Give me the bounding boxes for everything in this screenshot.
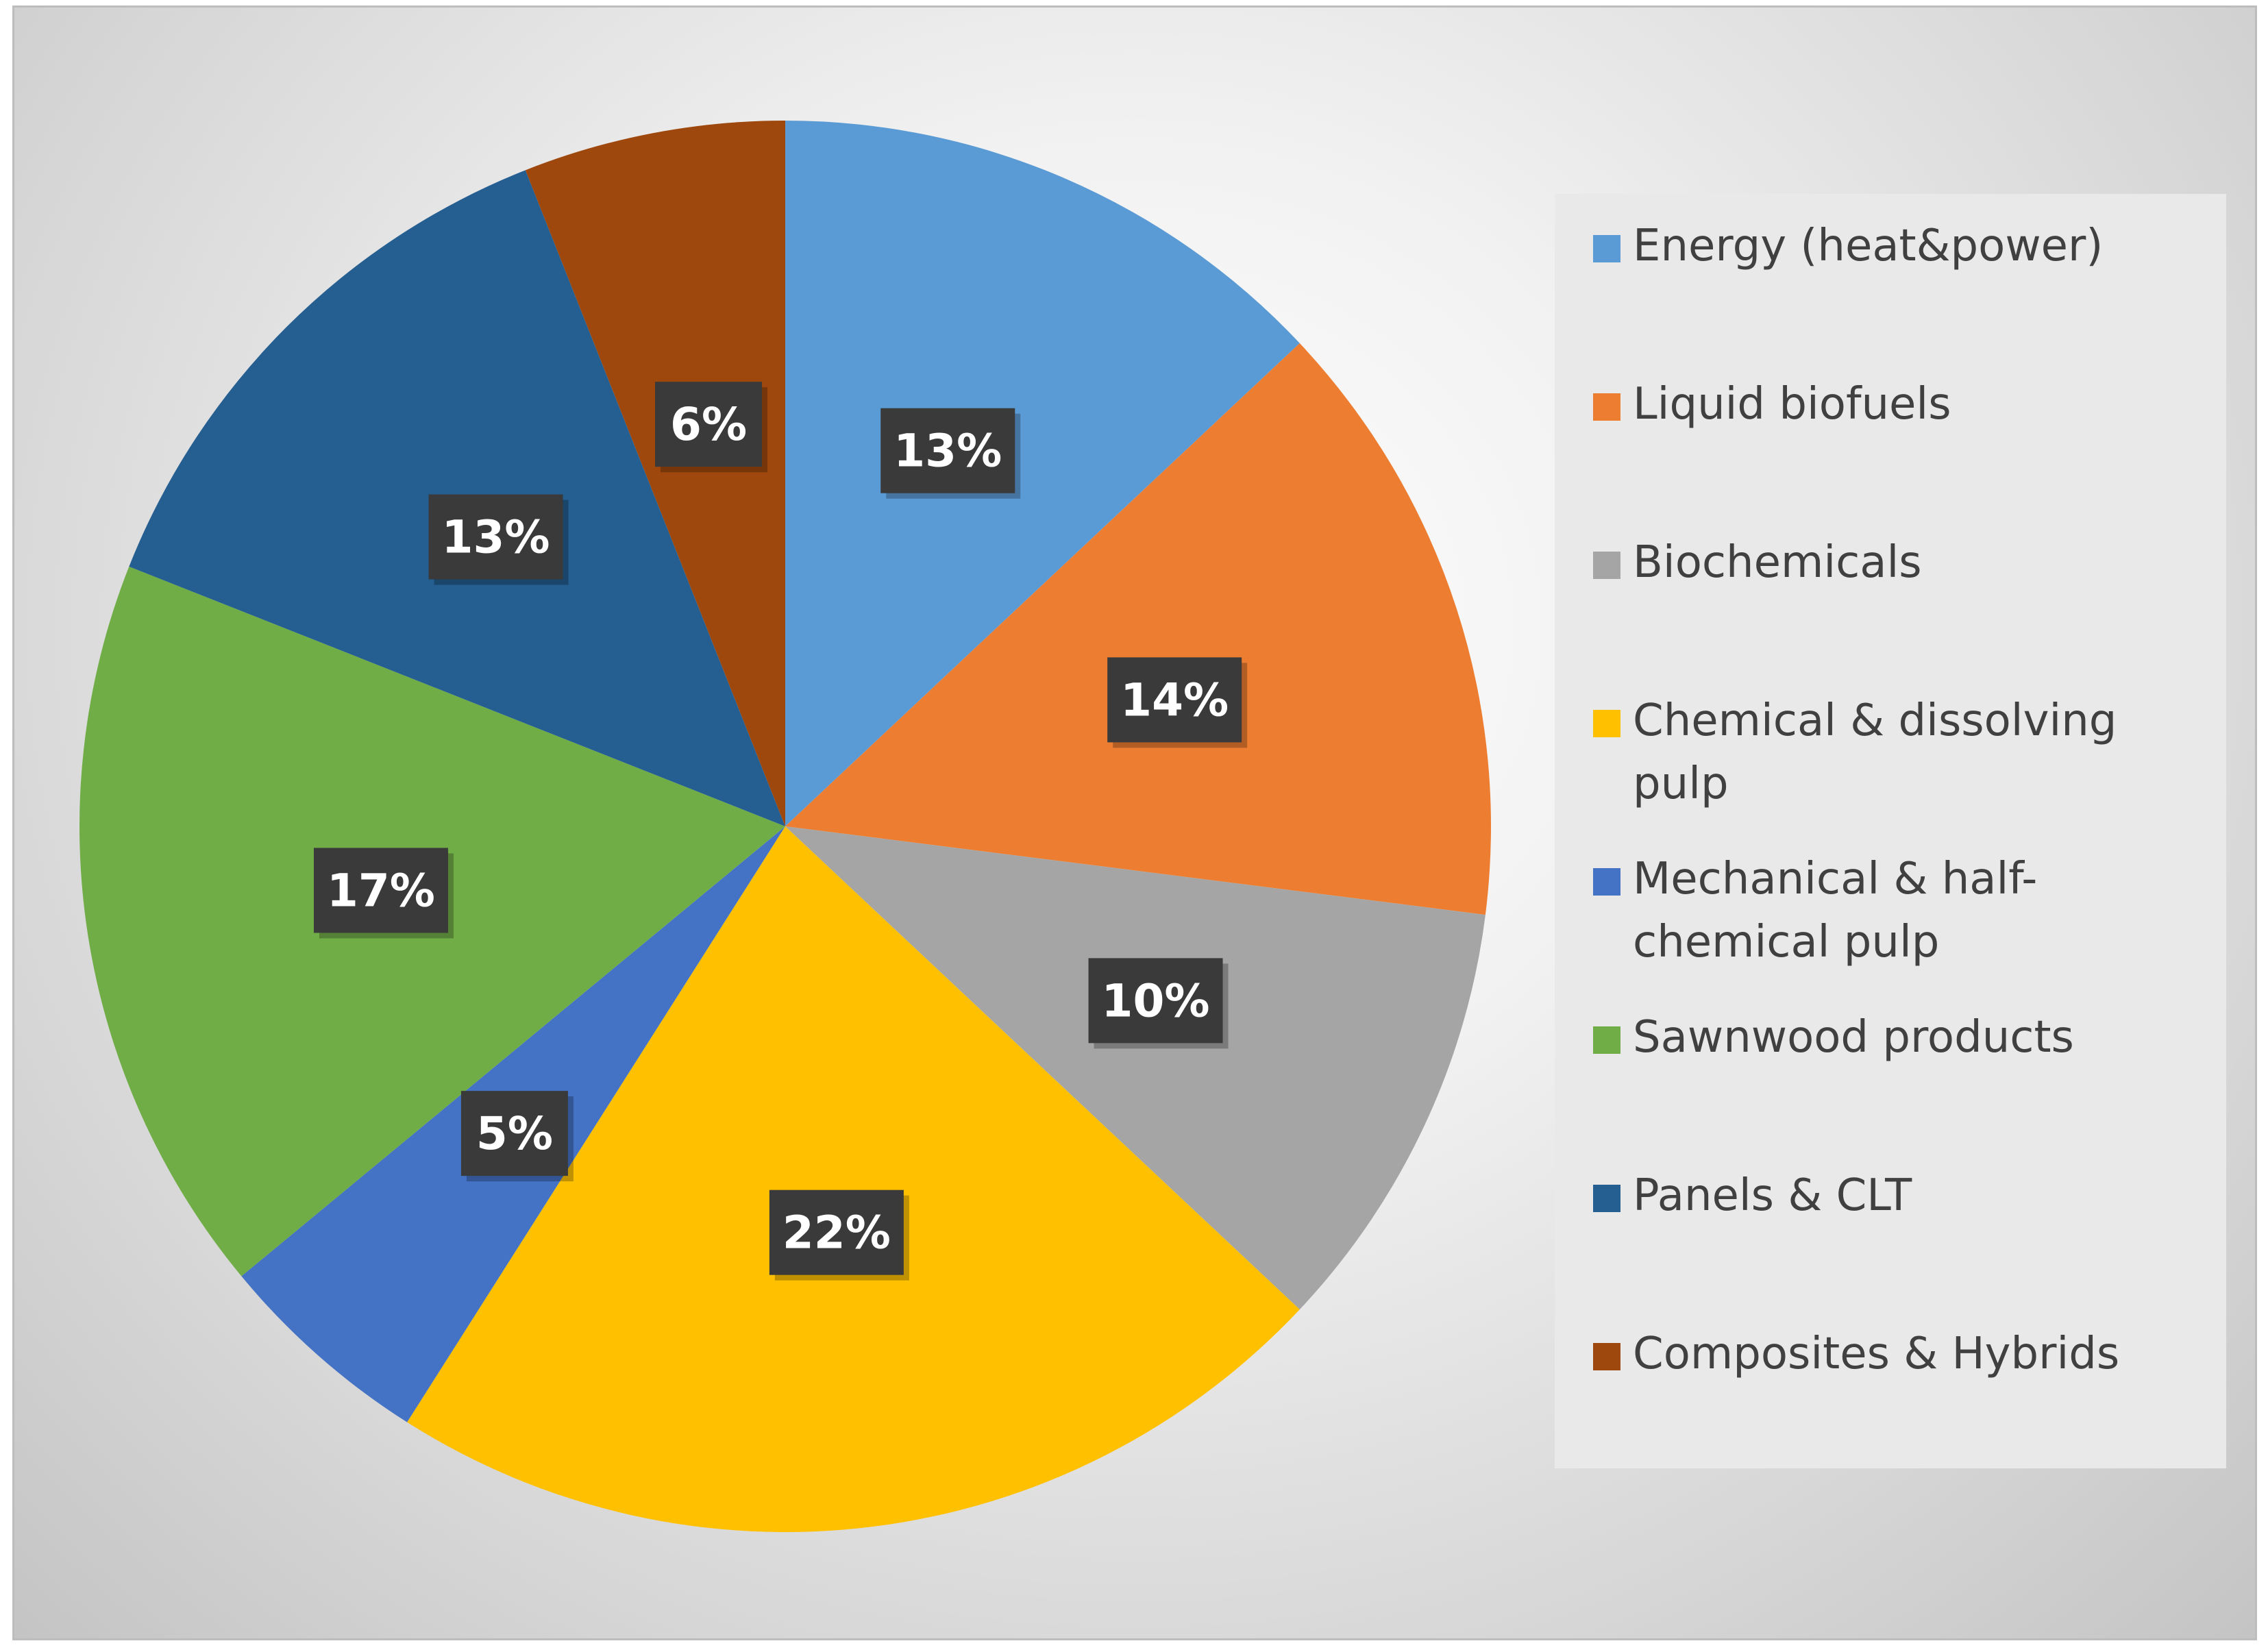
pie-slice-2 (785, 826, 1486, 1310)
legend-item-liquid-biofuels: Liquid biofuels (1593, 373, 2226, 531)
pie-slice-0 (785, 121, 1300, 826)
data-label-text: 17% (327, 864, 435, 917)
legend-label: Composites & Hybrids (1633, 1329, 2120, 1379)
data-label-4: 5% (460, 1091, 574, 1182)
pie-chart: 13% 14% 10% 22% 5% 17% 13% 6% (79, 121, 1491, 1532)
data-label-background (313, 848, 448, 933)
legend-label: Mechanical & half-chemical pulp (1633, 854, 2038, 967)
data-label-background (769, 1189, 904, 1275)
legend: Energy (heat&power) Liquid biofuels Bioc… (1555, 194, 2226, 1468)
data-label-text: 13% (893, 425, 1002, 478)
data-label-background (880, 408, 1015, 493)
legend-item-energy: Energy (heat&power) (1593, 214, 2226, 373)
legend-label: Sawnwood products (1633, 1012, 2074, 1063)
legend-label: Biochemicals (1633, 537, 1922, 588)
data-label-text: 5% (476, 1107, 553, 1160)
legend-swatch (1593, 552, 1620, 579)
legend-item-biochemicals: Biochemicals (1593, 531, 2226, 689)
data-label-1: 14% (1107, 657, 1248, 748)
data-label-5: 17% (313, 848, 454, 939)
data-label-6: 13% (428, 494, 569, 585)
data-label-3: 22% (769, 1189, 909, 1281)
chart-area: 13% 14% 10% 22% 5% 17% 13% 6% Energy (heat&powe… (12, 5, 2257, 1640)
legend-swatch (1593, 1185, 1620, 1212)
data-label-background (460, 1091, 568, 1176)
data-label-7: 6% (655, 382, 768, 473)
legend-label: Chemical & dissolving pulp (1633, 695, 2117, 809)
legend-item-panels: Panels & CLT (1593, 1164, 2226, 1322)
data-label-background (655, 382, 763, 467)
data-label-text: 13% (442, 511, 550, 564)
data-label-text: 22% (782, 1207, 891, 1259)
legend-swatch (1593, 1343, 1620, 1370)
legend-swatch (1593, 710, 1620, 737)
legend-item-chemical-pulp: Chemical & dissolving pulp (1593, 689, 2226, 848)
data-label-background (428, 494, 563, 580)
legend-label: Liquid biofuels (1633, 379, 1951, 430)
data-label-text: 10% (1102, 974, 1210, 1027)
data-label-text: 6% (670, 398, 747, 451)
data-label-0: 13% (880, 408, 1021, 499)
legend-swatch (1593, 235, 1620, 262)
pie-slice-7 (525, 121, 785, 826)
data-label-background (1107, 657, 1242, 743)
data-label-text: 14% (1120, 674, 1229, 726)
legend-label: Energy (heat&power) (1633, 221, 2104, 271)
data-labels: 13% 14% 10% 22% 5% 17% 13% 6% (313, 382, 1248, 1281)
data-label-2: 10% (1088, 958, 1229, 1049)
legend-swatch (1593, 868, 1620, 896)
legend-item-composites: Composites & Hybrids (1593, 1322, 2226, 1481)
legend-swatch (1593, 393, 1620, 421)
data-label-background (1088, 958, 1223, 1044)
legend-item-mechanical-pulp: Mechanical & half-chemical pulp (1593, 848, 2226, 1006)
pie-slices (79, 121, 1491, 1532)
pie-slice-3 (407, 826, 1300, 1532)
pie-slice-1 (785, 343, 1491, 915)
legend-item-sawnwood: Sawnwood products (1593, 1006, 2226, 1164)
legend-label: Panels & CLT (1633, 1170, 1912, 1221)
legend-swatch (1593, 1026, 1620, 1054)
